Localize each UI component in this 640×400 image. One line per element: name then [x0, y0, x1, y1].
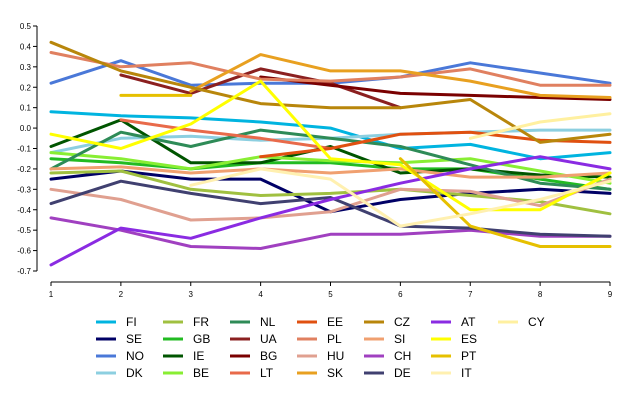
legend-item-es: ES [431, 332, 477, 346]
legend: FI SE NO DK FR GB IE BE NL UA BG LT EE PL HU SK CZ SI CH DE… [96, 315, 545, 380]
series-line-at [49, 155, 612, 267]
legend-item-pt: PT [431, 349, 477, 363]
legend-label: DK [126, 366, 143, 380]
y-tick-label: 0.0 [20, 124, 32, 133]
y-axis: 0.5 0.4 0.3 0.2 0.1 0.0 -0.1 -0.2 -0.3 -0.4 -0.5 -0… [17, 22, 38, 276]
legend-item-gb: GB [163, 332, 210, 346]
legend-label: PL [327, 332, 342, 346]
legend-label: CY [528, 315, 545, 329]
x-tick-label: 1 [49, 290, 54, 299]
legend-label: IT [461, 366, 472, 380]
y-tick-label: -0.5 [17, 226, 31, 235]
legend-item-cz: CZ [364, 315, 410, 329]
legend-label: FR [193, 315, 209, 329]
x-tick-label: 4 [258, 290, 263, 299]
legend-label: HU [327, 349, 344, 363]
y-tick-label: -0.3 [17, 185, 31, 194]
series-line-es [49, 79, 612, 212]
series-line-pl [49, 51, 612, 87]
legend-label: SE [126, 332, 142, 346]
legend-label: GB [193, 332, 210, 346]
series-line-bg [259, 75, 612, 101]
series-line-hu [49, 177, 612, 222]
legend-item-ua: UA [230, 332, 277, 346]
legend-item-ee: EE [297, 315, 343, 329]
series-lines [49, 40, 612, 267]
x-tick-label: 5 [328, 290, 333, 299]
legend-item-fi: FI [96, 315, 137, 329]
y-tick-label: -0.7 [17, 267, 31, 276]
legend-label: AT [461, 315, 476, 329]
y-tick-label: 0.1 [20, 104, 32, 113]
x-tick-label: 6 [398, 290, 403, 299]
x-tick-label: 2 [119, 290, 124, 299]
legend-item-dk: DK [96, 366, 143, 380]
series-line-ua [119, 67, 402, 110]
legend-item-at: AT [431, 315, 476, 329]
legend-label: ES [461, 332, 477, 346]
y-tick-label: 0.4 [20, 42, 32, 51]
legend-item-it: IT [431, 366, 472, 380]
x-tick-label: 3 [189, 290, 194, 299]
legend-label: SK [327, 366, 343, 380]
legend-label: IE [193, 349, 204, 363]
legend-item-hu: HU [297, 349, 344, 363]
x-tick-label: 7 [468, 290, 473, 299]
legend-item-be: BE [163, 366, 209, 380]
legend-label: UA [260, 332, 277, 346]
legend-item-si: SI [364, 332, 405, 346]
legend-label: NL [260, 315, 276, 329]
legend-item-pl: PL [297, 332, 342, 346]
series-line-it [189, 167, 612, 228]
legend-label: NO [126, 349, 144, 363]
legend-label: CZ [394, 315, 410, 329]
series-line-fi [49, 110, 612, 161]
legend-label: DE [394, 366, 411, 380]
legend-label: BG [260, 349, 277, 363]
legend-label: EE [327, 315, 343, 329]
y-tick-label: 0.2 [20, 83, 32, 92]
series-line-si [49, 165, 612, 179]
legend-item-se: SE [96, 332, 142, 346]
legend-item-bg: BG [230, 349, 277, 363]
x-tick-label: 8 [538, 290, 543, 299]
series-line-de [49, 179, 612, 238]
series-line-ie [49, 118, 612, 179]
y-tick-label: 0.5 [20, 22, 32, 31]
series-line-ch [49, 216, 612, 250]
legend-label: SI [394, 332, 405, 346]
x-axis: 1 2 3 4 5 6 7 8 9 [49, 281, 613, 299]
series-line-pt [398, 157, 612, 248]
legend-label: BE [193, 366, 209, 380]
y-tick-label: -0.6 [17, 247, 31, 256]
series-line-be [49, 151, 612, 185]
y-tick-label: -0.2 [17, 165, 31, 174]
legend-item-sk: SK [297, 366, 343, 380]
legend-item-ie: IE [163, 349, 204, 363]
y-tick-label: -0.1 [17, 145, 31, 154]
legend-item-no: NO [96, 349, 144, 363]
y-tick-label: 0.3 [20, 63, 32, 72]
series-line-cy [468, 112, 612, 140]
legend-item-fr: FR [163, 315, 209, 329]
legend-item-nl: NL [230, 315, 276, 329]
series-line-sk [189, 53, 612, 99]
legend-item-lt: LT [230, 366, 274, 380]
x-tick-label: 9 [608, 290, 613, 299]
legend-label: LT [260, 366, 274, 380]
legend-item-ch: CH [364, 349, 411, 363]
legend-item-cy: CY [498, 315, 545, 329]
legend-item-de: DE [364, 366, 411, 380]
legend-label: PT [461, 349, 477, 363]
y-tick-label: -0.4 [17, 206, 31, 215]
legend-label: FI [126, 315, 137, 329]
legend-label: CH [394, 349, 411, 363]
series-line-lt [119, 118, 332, 150]
